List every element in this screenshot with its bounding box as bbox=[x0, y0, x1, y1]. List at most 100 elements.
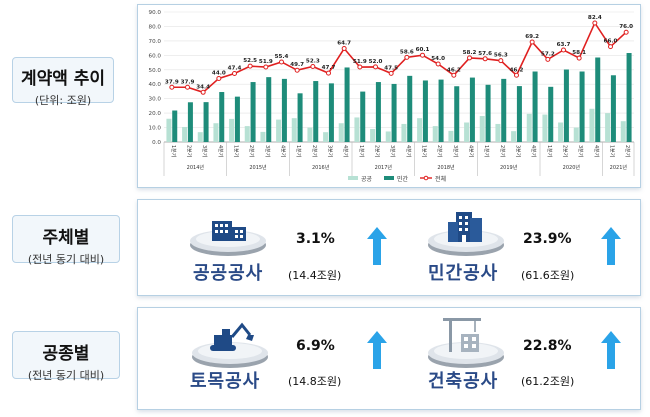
crane-icon bbox=[443, 318, 481, 352]
public-bar bbox=[307, 127, 313, 142]
private-bar bbox=[501, 78, 507, 142]
total-point bbox=[545, 56, 551, 62]
public-bar bbox=[558, 122, 564, 142]
legend-private-label: 민간 bbox=[397, 175, 409, 183]
quarter-tick-label: 3분기 bbox=[264, 145, 271, 157]
total-data-label: 47.5 bbox=[384, 65, 398, 71]
private-amount: (61.6조원) bbox=[521, 269, 575, 282]
quarter-tick-label: 4분기 bbox=[217, 145, 224, 157]
public-bar bbox=[354, 117, 360, 142]
private-up-arrow-icon bbox=[601, 227, 621, 265]
y-tick-label: 90.0 bbox=[149, 10, 162, 16]
public-bar bbox=[432, 126, 438, 142]
building-icon bbox=[212, 221, 246, 241]
public-pct: 3.1% bbox=[296, 231, 335, 247]
legend-public-swatch bbox=[348, 176, 358, 180]
public-bar bbox=[495, 123, 501, 142]
quarter-tick-label: 4분기 bbox=[468, 145, 475, 157]
excavator-icon bbox=[210, 322, 254, 351]
quarter-tick-label: 2분기 bbox=[499, 145, 506, 157]
private-pct: 23.9% bbox=[523, 231, 572, 247]
y-tick-label: 70.0 bbox=[149, 39, 162, 45]
private-bar bbox=[391, 83, 397, 142]
private-bar bbox=[234, 96, 240, 142]
total-point bbox=[576, 55, 582, 61]
total-data-label: 37.9 bbox=[181, 79, 195, 85]
quarter-tick-label: 4분기 bbox=[280, 145, 287, 157]
y-tick-label: 20.0 bbox=[149, 111, 162, 117]
quarter-tick-label: 1분기 bbox=[295, 145, 302, 157]
total-data-label: 52.3 bbox=[306, 58, 320, 64]
private-bar bbox=[187, 102, 193, 142]
private-bar bbox=[469, 77, 475, 142]
total-data-label: 46.2 bbox=[447, 67, 461, 73]
total-data-label: 57.6 bbox=[478, 51, 492, 57]
private-bar bbox=[219, 92, 225, 142]
public-bar bbox=[573, 127, 579, 142]
quarter-tick-label: 4분기 bbox=[530, 145, 537, 157]
total-data-label: 56.3 bbox=[494, 53, 508, 59]
quarter-tick-label: 1분기 bbox=[358, 145, 365, 157]
private-bar bbox=[595, 57, 601, 142]
total-data-label: 44.0 bbox=[212, 70, 226, 76]
private-bar bbox=[360, 91, 366, 142]
entity-sub: (전년 동기 대비) bbox=[27, 253, 105, 266]
public-bar bbox=[479, 116, 485, 142]
private-bar bbox=[407, 75, 413, 142]
public-bar bbox=[323, 132, 329, 142]
contract-unit: (단위: 조원) bbox=[34, 94, 92, 107]
public-bar bbox=[197, 132, 203, 142]
total-point bbox=[169, 84, 175, 90]
y-tick-label: 50.0 bbox=[149, 68, 162, 74]
total-point bbox=[608, 44, 613, 50]
total-point bbox=[482, 56, 488, 62]
quarter-tick-label: 1분기 bbox=[233, 145, 240, 157]
private-bar bbox=[579, 71, 585, 142]
civil-title: 토목공사 bbox=[190, 371, 261, 392]
total-point bbox=[341, 46, 347, 52]
quarter-tick-label: 1분기 bbox=[170, 145, 177, 157]
year-tick-label: 2019년 bbox=[500, 164, 518, 171]
chart-panel: 0.0 10.0 20.0 30.0 40.0 50.0 60.0 70.0 80.0 90.0 3… bbox=[137, 4, 641, 188]
total-data-label: 52.5 bbox=[243, 58, 257, 64]
quarter-tick-label: 3분기 bbox=[201, 145, 208, 157]
legend-total-label: 전체 bbox=[435, 175, 446, 183]
total-point bbox=[357, 64, 363, 70]
quarter-tick-label: 1분기 bbox=[609, 145, 616, 157]
public-bar bbox=[542, 114, 548, 142]
y-tick-label: 0.0 bbox=[152, 140, 161, 146]
entity-title: 주체별 bbox=[42, 228, 90, 248]
civil-pct: 6.9% bbox=[296, 338, 335, 354]
private-bar bbox=[297, 93, 303, 142]
contract-title: 계약액 추이 bbox=[20, 69, 106, 89]
private-bar bbox=[532, 71, 538, 142]
private-bar bbox=[344, 67, 350, 142]
private-bar bbox=[281, 78, 287, 142]
public-bar bbox=[589, 108, 595, 142]
public-bar bbox=[338, 123, 344, 142]
total-point bbox=[623, 29, 629, 35]
total-point bbox=[326, 70, 331, 76]
building-pct: 22.8% bbox=[523, 338, 572, 354]
public-bar bbox=[229, 118, 235, 142]
quarter-tick-label: 2분기 bbox=[562, 145, 569, 157]
public-bar bbox=[244, 126, 250, 142]
private-bar bbox=[375, 82, 381, 142]
quarter-tick-label: 3분기 bbox=[515, 145, 522, 157]
total-point bbox=[373, 64, 378, 70]
quarter-tick-label: 2분기 bbox=[186, 145, 193, 157]
total-data-label: 47.7 bbox=[322, 65, 336, 71]
total-data-label: 58.6 bbox=[400, 49, 414, 55]
private-bar bbox=[172, 110, 178, 142]
quarter-tick-label: 3분기 bbox=[577, 145, 584, 157]
private-bar bbox=[548, 86, 554, 142]
total-point bbox=[467, 55, 472, 61]
quarter-tick-label: 4분기 bbox=[593, 145, 600, 157]
quarter-tick-label: 3분기 bbox=[327, 145, 334, 157]
year-tick-label: 2021년 bbox=[610, 164, 628, 171]
public-bar bbox=[401, 123, 407, 142]
public-bar bbox=[276, 119, 282, 142]
quarter-tick-label: 4분기 bbox=[342, 145, 349, 157]
y-tick-label: 80.0 bbox=[149, 24, 162, 30]
private-bar bbox=[313, 81, 319, 142]
